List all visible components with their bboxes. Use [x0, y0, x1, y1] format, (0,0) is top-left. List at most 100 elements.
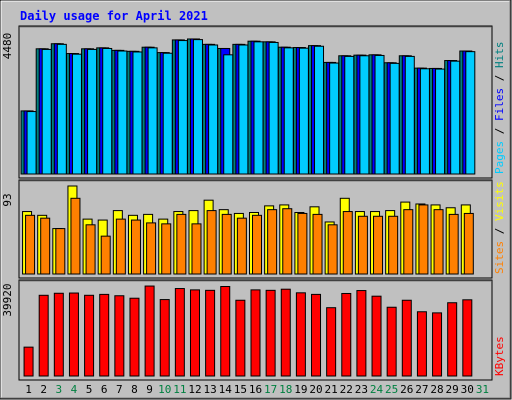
x-tick-label-21: 21 [325, 383, 338, 396]
bar-kbytes-day-1 [23, 346, 34, 377]
bar-sites-day-13 [206, 210, 217, 275]
bar-kbytes-day-4 [68, 292, 79, 377]
x-tick-label-28: 28 [430, 383, 443, 396]
bar-pages-day-29 [450, 60, 461, 175]
series-kbytes [23, 285, 473, 377]
bar-sites-day-14 [221, 213, 232, 275]
bar-kbytes-day-20 [311, 293, 322, 377]
bar-kbytes-day-27 [416, 311, 427, 377]
x-tick-label-16: 16 [249, 383, 262, 396]
x-tick-label-18: 18 [279, 383, 292, 396]
x-tick-label-23: 23 [355, 383, 368, 396]
bar-pages-day-9 [147, 47, 158, 175]
bar-sites-day-1 [25, 214, 36, 275]
bar-pages-day-27 [419, 68, 430, 175]
x-tick-label-25: 25 [385, 383, 398, 396]
x-tick-label-17: 17 [264, 383, 277, 396]
bar-sites-day-17 [267, 209, 278, 275]
panel-visits: 93 Sites / Visits [1, 179, 506, 279]
bar-sites-day-4 [70, 197, 81, 275]
legend-entry-sites: Sites [493, 241, 506, 274]
bar-pages-day-22 [344, 55, 355, 175]
bar-sites-day-26 [403, 209, 414, 275]
x-tick-label-7: 7 [116, 383, 123, 396]
bar-pages-day-26 [404, 55, 415, 175]
x-tick-label-4: 4 [71, 383, 78, 396]
bar-pages-day-20 [314, 45, 325, 175]
bar-pages-day-4 [71, 53, 82, 175]
bar-pages-day-7 [117, 50, 128, 175]
bar-kbytes-day-30 [462, 299, 473, 377]
bar-kbytes-day-8 [129, 297, 140, 377]
x-tick-label-24: 24 [370, 383, 384, 396]
bar-pages-day-13 [208, 44, 219, 175]
x-tick-label-5: 5 [86, 383, 93, 396]
x-tick-label-2: 2 [40, 383, 47, 396]
x-tick-label-10: 10 [158, 383, 171, 396]
bar-pages-day-16 [253, 41, 264, 175]
bar-kbytes-day-22 [341, 292, 352, 377]
x-tick-label-15: 15 [234, 383, 247, 396]
x-tick-label-1: 1 [25, 383, 32, 396]
legend-separator: / [493, 68, 506, 88]
bar-kbytes-day-13 [205, 289, 216, 377]
bar-kbytes-day-26 [401, 299, 412, 377]
legend-separator: / [493, 121, 506, 141]
bar-pages-day-6 [102, 47, 113, 175]
x-tick-label-9: 9 [146, 383, 153, 396]
y-max-label-hits: 4480 [1, 33, 14, 60]
y-max-label-kbytes: 39920 [1, 283, 14, 316]
bar-kbytes-day-14 [220, 286, 231, 377]
bar-sites-day-11 [176, 213, 187, 275]
bar-kbytes-day-10 [159, 299, 170, 377]
bar-sites-day-16 [252, 214, 262, 275]
bar-sites-day-25 [388, 215, 399, 275]
bar-sites-day-10 [161, 223, 172, 275]
bar-sites-day-28 [433, 209, 444, 275]
y-max-label-visits: 93 [1, 193, 14, 206]
legend-text-kbytes: KBytes [493, 336, 506, 376]
bar-pages-day-23 [359, 55, 370, 175]
legend-entry-pages: Pages [493, 141, 506, 174]
panel-hits: 4480 Pages / Files / Hits [1, 25, 506, 179]
x-tick-label-8: 8 [131, 383, 138, 396]
x-tick-label-6: 6 [101, 383, 108, 396]
bar-kbytes-day-11 [174, 288, 185, 377]
x-tick-label-26: 26 [400, 383, 413, 396]
x-tick-label-20: 20 [309, 383, 322, 396]
bar-sites-day-9 [146, 222, 157, 275]
bar-pages-day-28 [435, 68, 446, 175]
bar-kbytes-day-5 [84, 294, 95, 377]
bar-sites-day-24 [373, 215, 384, 275]
bar-pages-day-11 [177, 40, 188, 175]
chart-panels: 4480 Pages / Files / Hits 93 Sites / Visits… [1, 25, 506, 381]
x-tick-label-12: 12 [188, 383, 201, 396]
bar-kbytes-day-6 [99, 293, 110, 377]
bar-sites-day-7 [115, 218, 126, 275]
bar-sites-day-29 [448, 213, 459, 275]
bar-kbytes-day-17 [265, 289, 276, 377]
bar-pages-day-25 [389, 62, 400, 175]
bar-kbytes-day-28 [432, 312, 443, 377]
bar-sites-day-15 [236, 217, 247, 275]
x-tick-label-31: 31 [476, 383, 489, 396]
bar-kbytes-day-24 [371, 295, 382, 377]
bar-kbytes-day-2 [38, 294, 49, 377]
bar-kbytes-day-21 [326, 307, 337, 377]
legend-hits: Pages / Files / Hits [493, 42, 506, 175]
bar-sites-day-2 [40, 217, 51, 275]
legend-visits: Sites / Visits [493, 181, 506, 274]
bar-kbytes-day-29 [447, 302, 458, 377]
bar-sites-day-30 [463, 212, 474, 275]
legend-text-visits: Sites / Visits [493, 181, 506, 274]
bar-pages-day-18 [283, 47, 294, 175]
bar-sites-day-19 [297, 212, 308, 275]
legend-entry-files: Files [493, 88, 506, 121]
legend-entry-kbytes: KBytes [493, 336, 506, 376]
x-axis-labels: 1 2 3 4 5 6 7 8 9 10 11 12 13 14 15 16 17 18 19 20 21 22 23 24 2… [25, 383, 489, 396]
x-tick-label-22: 22 [340, 383, 353, 396]
bar-kbytes-day-25 [386, 306, 397, 377]
bar-pages-day-10 [162, 52, 173, 175]
bar-pages-day-24 [374, 54, 385, 175]
